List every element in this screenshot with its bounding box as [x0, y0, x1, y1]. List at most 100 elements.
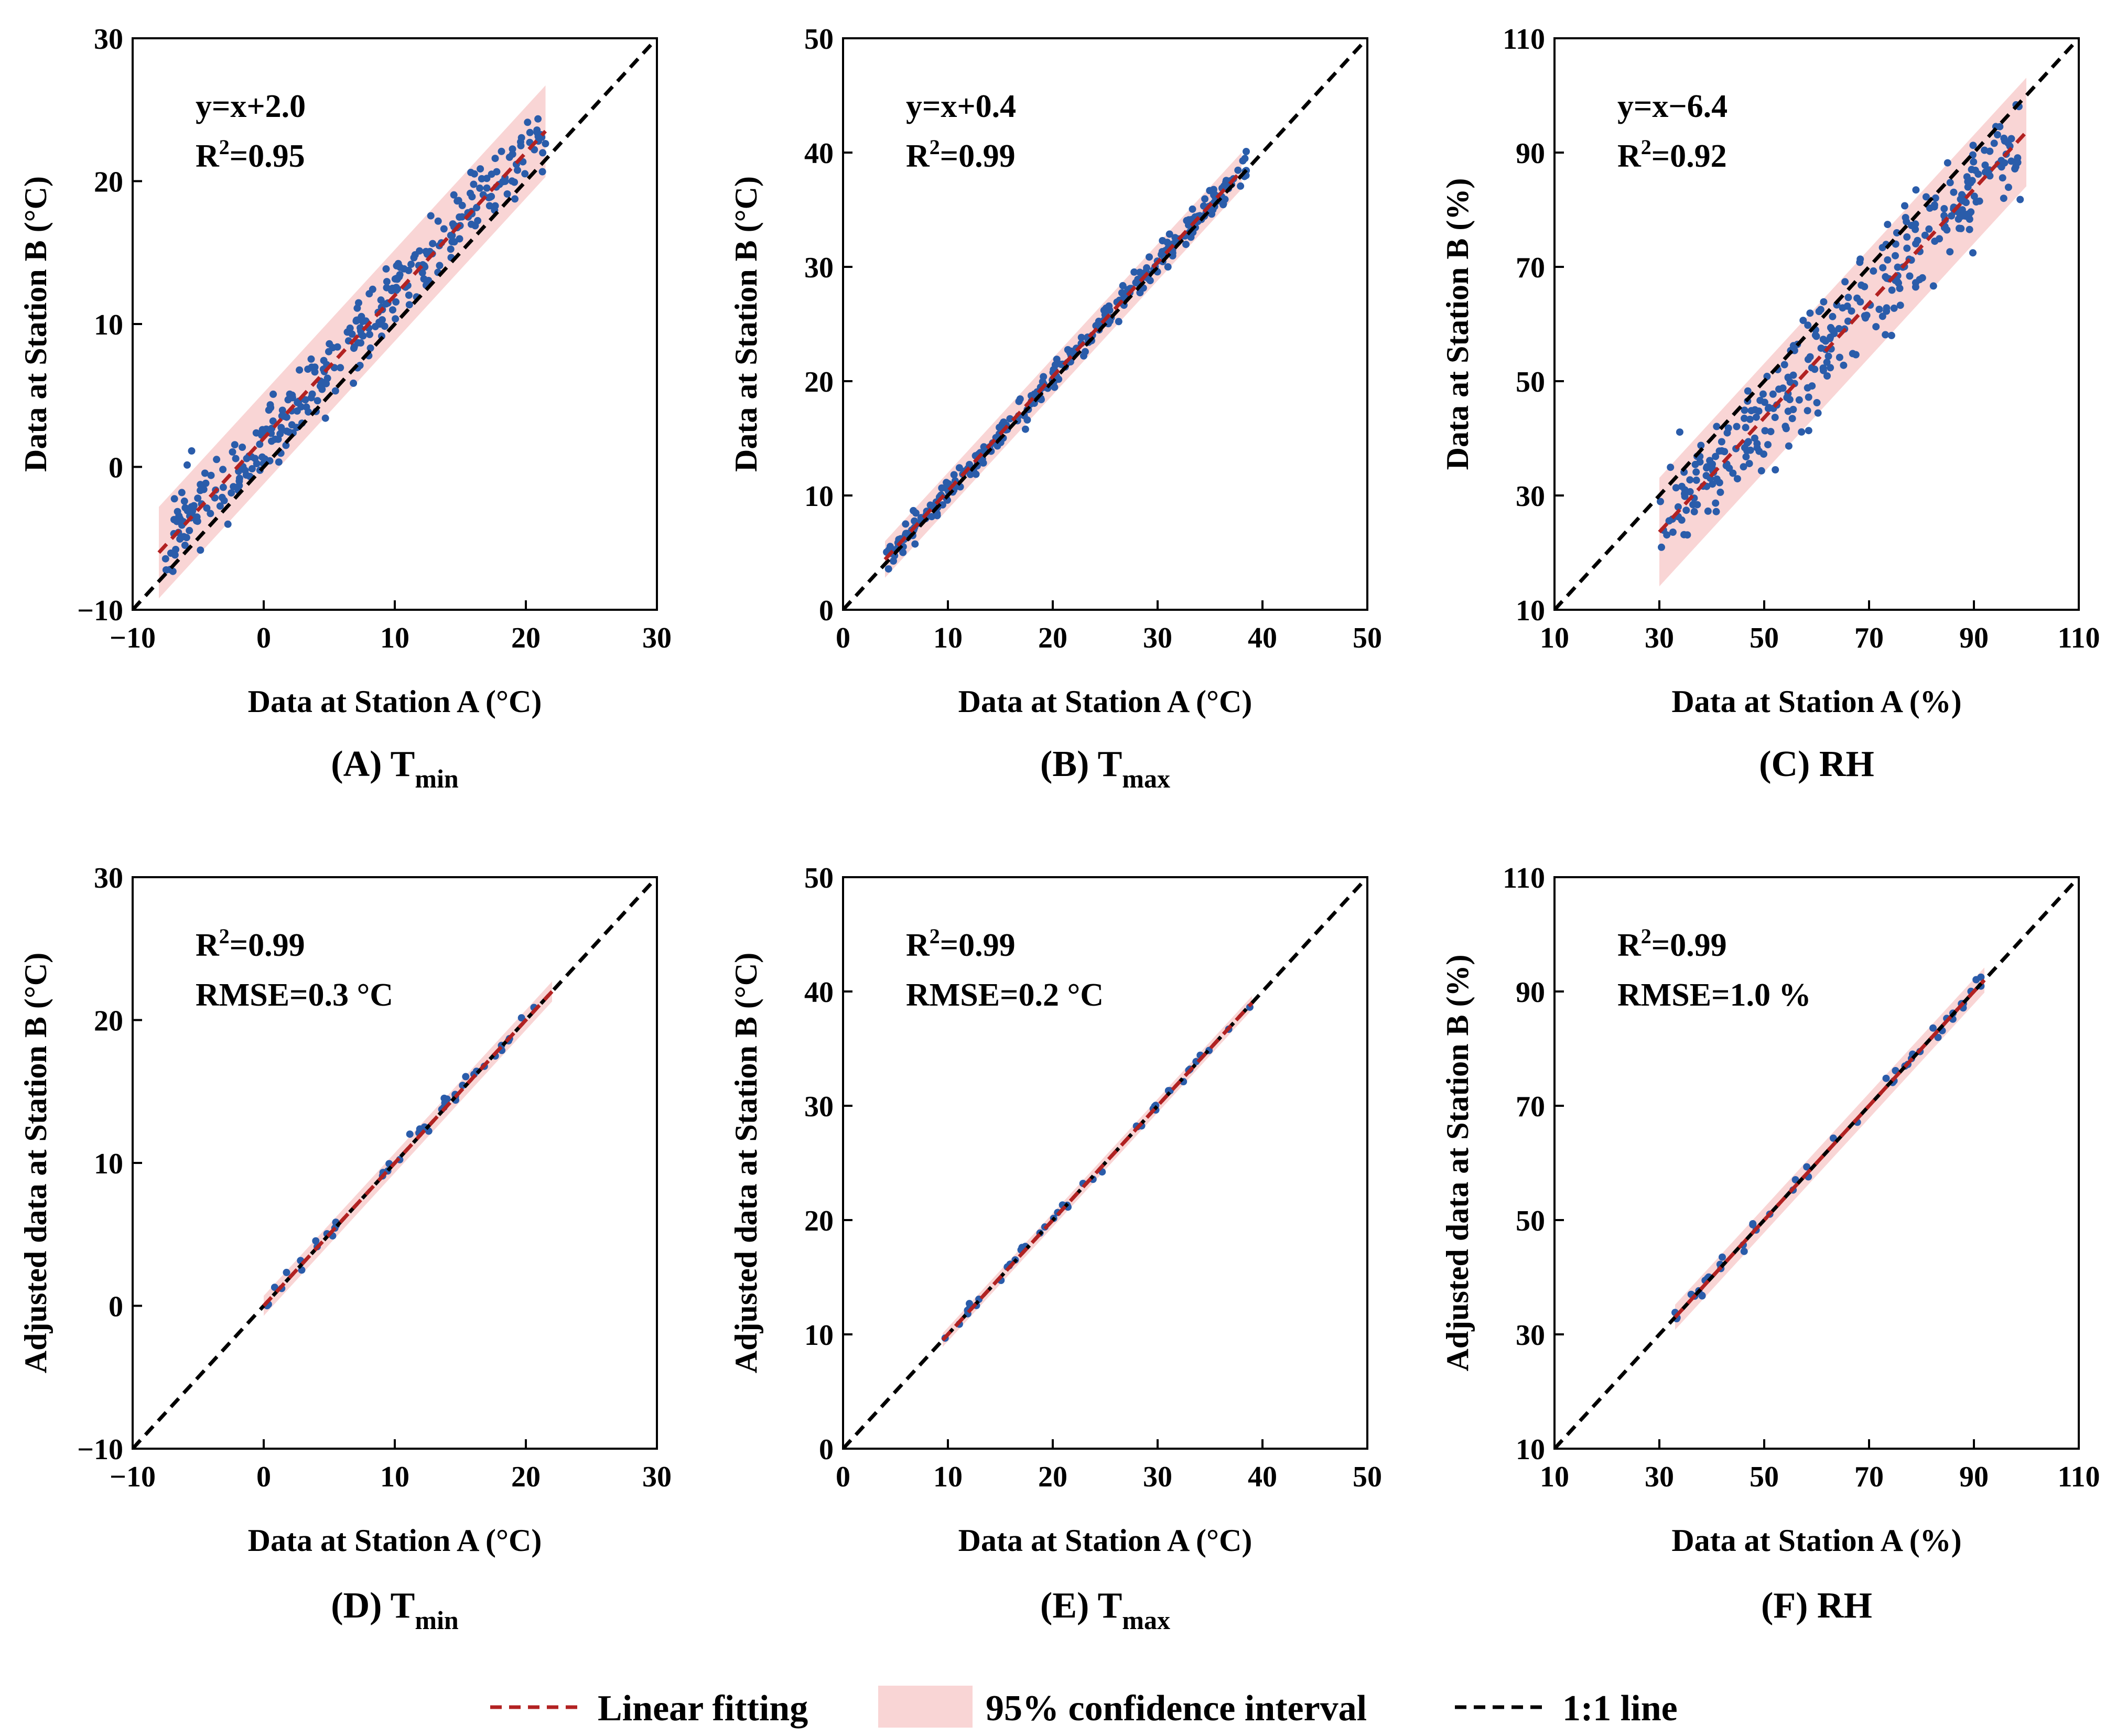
data-point — [377, 296, 385, 304]
data-point — [1783, 394, 1791, 402]
data-point — [392, 298, 400, 306]
x-tick-label: 0 — [836, 1461, 850, 1493]
data-point — [248, 465, 256, 472]
data-point — [1081, 348, 1089, 355]
data-point — [1972, 198, 1980, 206]
data-point — [2016, 196, 2024, 203]
data-point — [1861, 312, 1869, 320]
data-point — [2007, 157, 2015, 165]
data-point — [491, 155, 499, 163]
data-point — [1805, 427, 1812, 435]
data-point — [207, 510, 214, 517]
linear-fit-line — [941, 1001, 1254, 1342]
data-point — [1912, 220, 1919, 228]
x-tick-label: 30 — [642, 1461, 672, 1493]
data-point — [389, 306, 396, 314]
data-point — [1856, 258, 1864, 266]
data-point — [454, 197, 461, 205]
data-point — [1686, 476, 1694, 484]
data-point — [1759, 390, 1767, 398]
data-point — [1051, 361, 1059, 369]
legend-ci-swatch — [878, 1686, 973, 1728]
data-point — [1993, 131, 2001, 138]
data-point — [429, 240, 437, 247]
data-point — [1981, 161, 1989, 169]
data-point — [252, 429, 260, 437]
data-point — [202, 479, 210, 487]
r-squared-annotation: R2=0.99 — [1617, 924, 1727, 963]
data-point — [224, 520, 232, 528]
x-axis-label: Data at Station A (°C) — [248, 684, 542, 719]
legend-fit-label: Linear fitting — [598, 1688, 808, 1729]
data-point — [476, 184, 484, 192]
data-point — [176, 515, 184, 523]
data-point — [1016, 395, 1024, 403]
data-point — [1966, 225, 1973, 233]
y-tick-label: 110 — [1503, 862, 1545, 894]
data-point — [1906, 272, 1914, 280]
x-tick-label: 20 — [511, 1461, 541, 1493]
y-tick-label: 30 — [804, 252, 834, 284]
x-axis-label: Data at Station A (%) — [1671, 684, 1961, 719]
data-point — [1683, 531, 1691, 539]
data-point — [1977, 973, 1985, 981]
data-point — [1719, 1253, 1726, 1261]
data-point — [1804, 407, 1811, 415]
data-point — [1967, 208, 1975, 216]
x-tick-label: 50 — [1750, 1461, 1779, 1493]
data-point — [470, 180, 478, 188]
data-point — [301, 396, 309, 404]
data-point — [405, 266, 413, 274]
one-to-one-line — [1554, 38, 2079, 610]
data-point — [1136, 268, 1143, 276]
data-point — [275, 458, 283, 466]
data-point — [353, 316, 361, 324]
data-point — [462, 1073, 470, 1081]
data-point — [1882, 1074, 1890, 1082]
y-tick-label: 20 — [94, 166, 123, 199]
data-point — [1882, 331, 1890, 339]
data-point — [1844, 317, 1852, 325]
data-point — [1929, 1024, 1937, 1032]
data-point — [262, 425, 270, 433]
data-point — [458, 201, 466, 209]
data-point — [526, 128, 534, 136]
data-point — [1672, 484, 1680, 492]
y-axis-label: Adjusted data at Station B (°C) — [18, 953, 53, 1373]
linear-fit-line — [157, 130, 547, 554]
x-tick-label: 10 — [1540, 622, 1569, 654]
data-point — [232, 455, 240, 462]
data-point — [1901, 202, 1908, 210]
data-point — [1706, 457, 1714, 465]
data-point — [271, 435, 279, 443]
data-point — [265, 406, 273, 414]
data-point — [1962, 199, 1970, 207]
data-point — [256, 440, 264, 448]
data-point — [1795, 396, 1803, 404]
data-point — [180, 497, 188, 505]
panel-caption: (B) Tmax — [1040, 744, 1170, 793]
data-point — [1817, 344, 1825, 352]
data-point — [269, 417, 277, 425]
data-point — [375, 318, 383, 326]
data-point — [308, 363, 316, 371]
x-axis-label: Data at Station A (%) — [1671, 1523, 1961, 1558]
data-point — [1903, 218, 1910, 225]
data-point — [1853, 294, 1861, 302]
data-point — [1884, 256, 1892, 264]
x-tick-label: 70 — [1854, 1461, 1884, 1493]
data-point — [200, 486, 208, 493]
data-point — [539, 149, 547, 157]
data-point — [1712, 508, 1720, 515]
data-point — [1883, 304, 1891, 312]
data-point — [1813, 399, 1821, 406]
y-tick-label: 20 — [804, 1205, 834, 1237]
data-point — [316, 382, 324, 390]
data-point — [1690, 508, 1698, 515]
data-point — [1946, 179, 1954, 187]
data-point — [911, 540, 919, 548]
r-squared-annotation: R2=0.92 — [1617, 135, 1727, 174]
legend-ci-label: 95% confidence interval — [986, 1688, 1367, 1729]
x-tick-label: 10 — [933, 622, 963, 654]
data-point — [1715, 447, 1723, 455]
